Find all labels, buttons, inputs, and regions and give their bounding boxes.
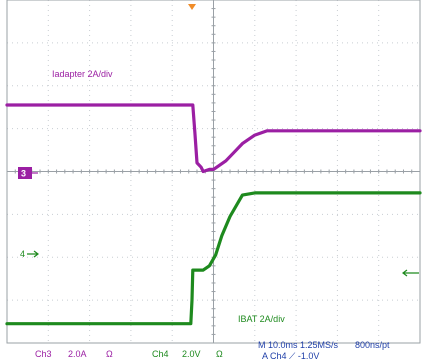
graticule-border (6, 0, 421, 344)
readout-ch4: Ch4 (152, 349, 169, 359)
ch4-marker-label: 4 (20, 249, 25, 259)
trigger-level-marker (402, 269, 419, 277)
traces (5, 103, 422, 326)
ibat-label: IBAT 2A/div (238, 314, 285, 324)
readout-ch3: Ch3 (35, 349, 52, 359)
trigger-position-marker (188, 4, 196, 10)
readout: Ch3 2.0A Ω Ch4 2.0V Ω M 10.0ms 1.25MS/s … (35, 340, 390, 361)
series-trace-2 (5, 191, 422, 326)
series-trace-1 (5, 103, 422, 174)
readout-ch4-impedance: Ω (216, 349, 223, 359)
readout-ch3-impedance: Ω (106, 349, 113, 359)
readout-timebase: M 10.0ms 1.25MS/s (258, 340, 339, 350)
grid (6, 0, 421, 344)
ch4-marker: 4 (20, 249, 39, 259)
readout-resolution: 800ns/pt (355, 340, 390, 350)
readout-trigger: A Ch4 ⟋ -1.0V (262, 351, 319, 361)
ch3-marker: 3 (18, 167, 38, 179)
readout-ch3-scale: 2.0A (68, 349, 87, 359)
iadapter-label: Iadapter 2A/div (52, 69, 113, 79)
readout-ch4-scale: 2.0V (182, 349, 201, 359)
ch3-marker-label: 3 (21, 169, 26, 179)
